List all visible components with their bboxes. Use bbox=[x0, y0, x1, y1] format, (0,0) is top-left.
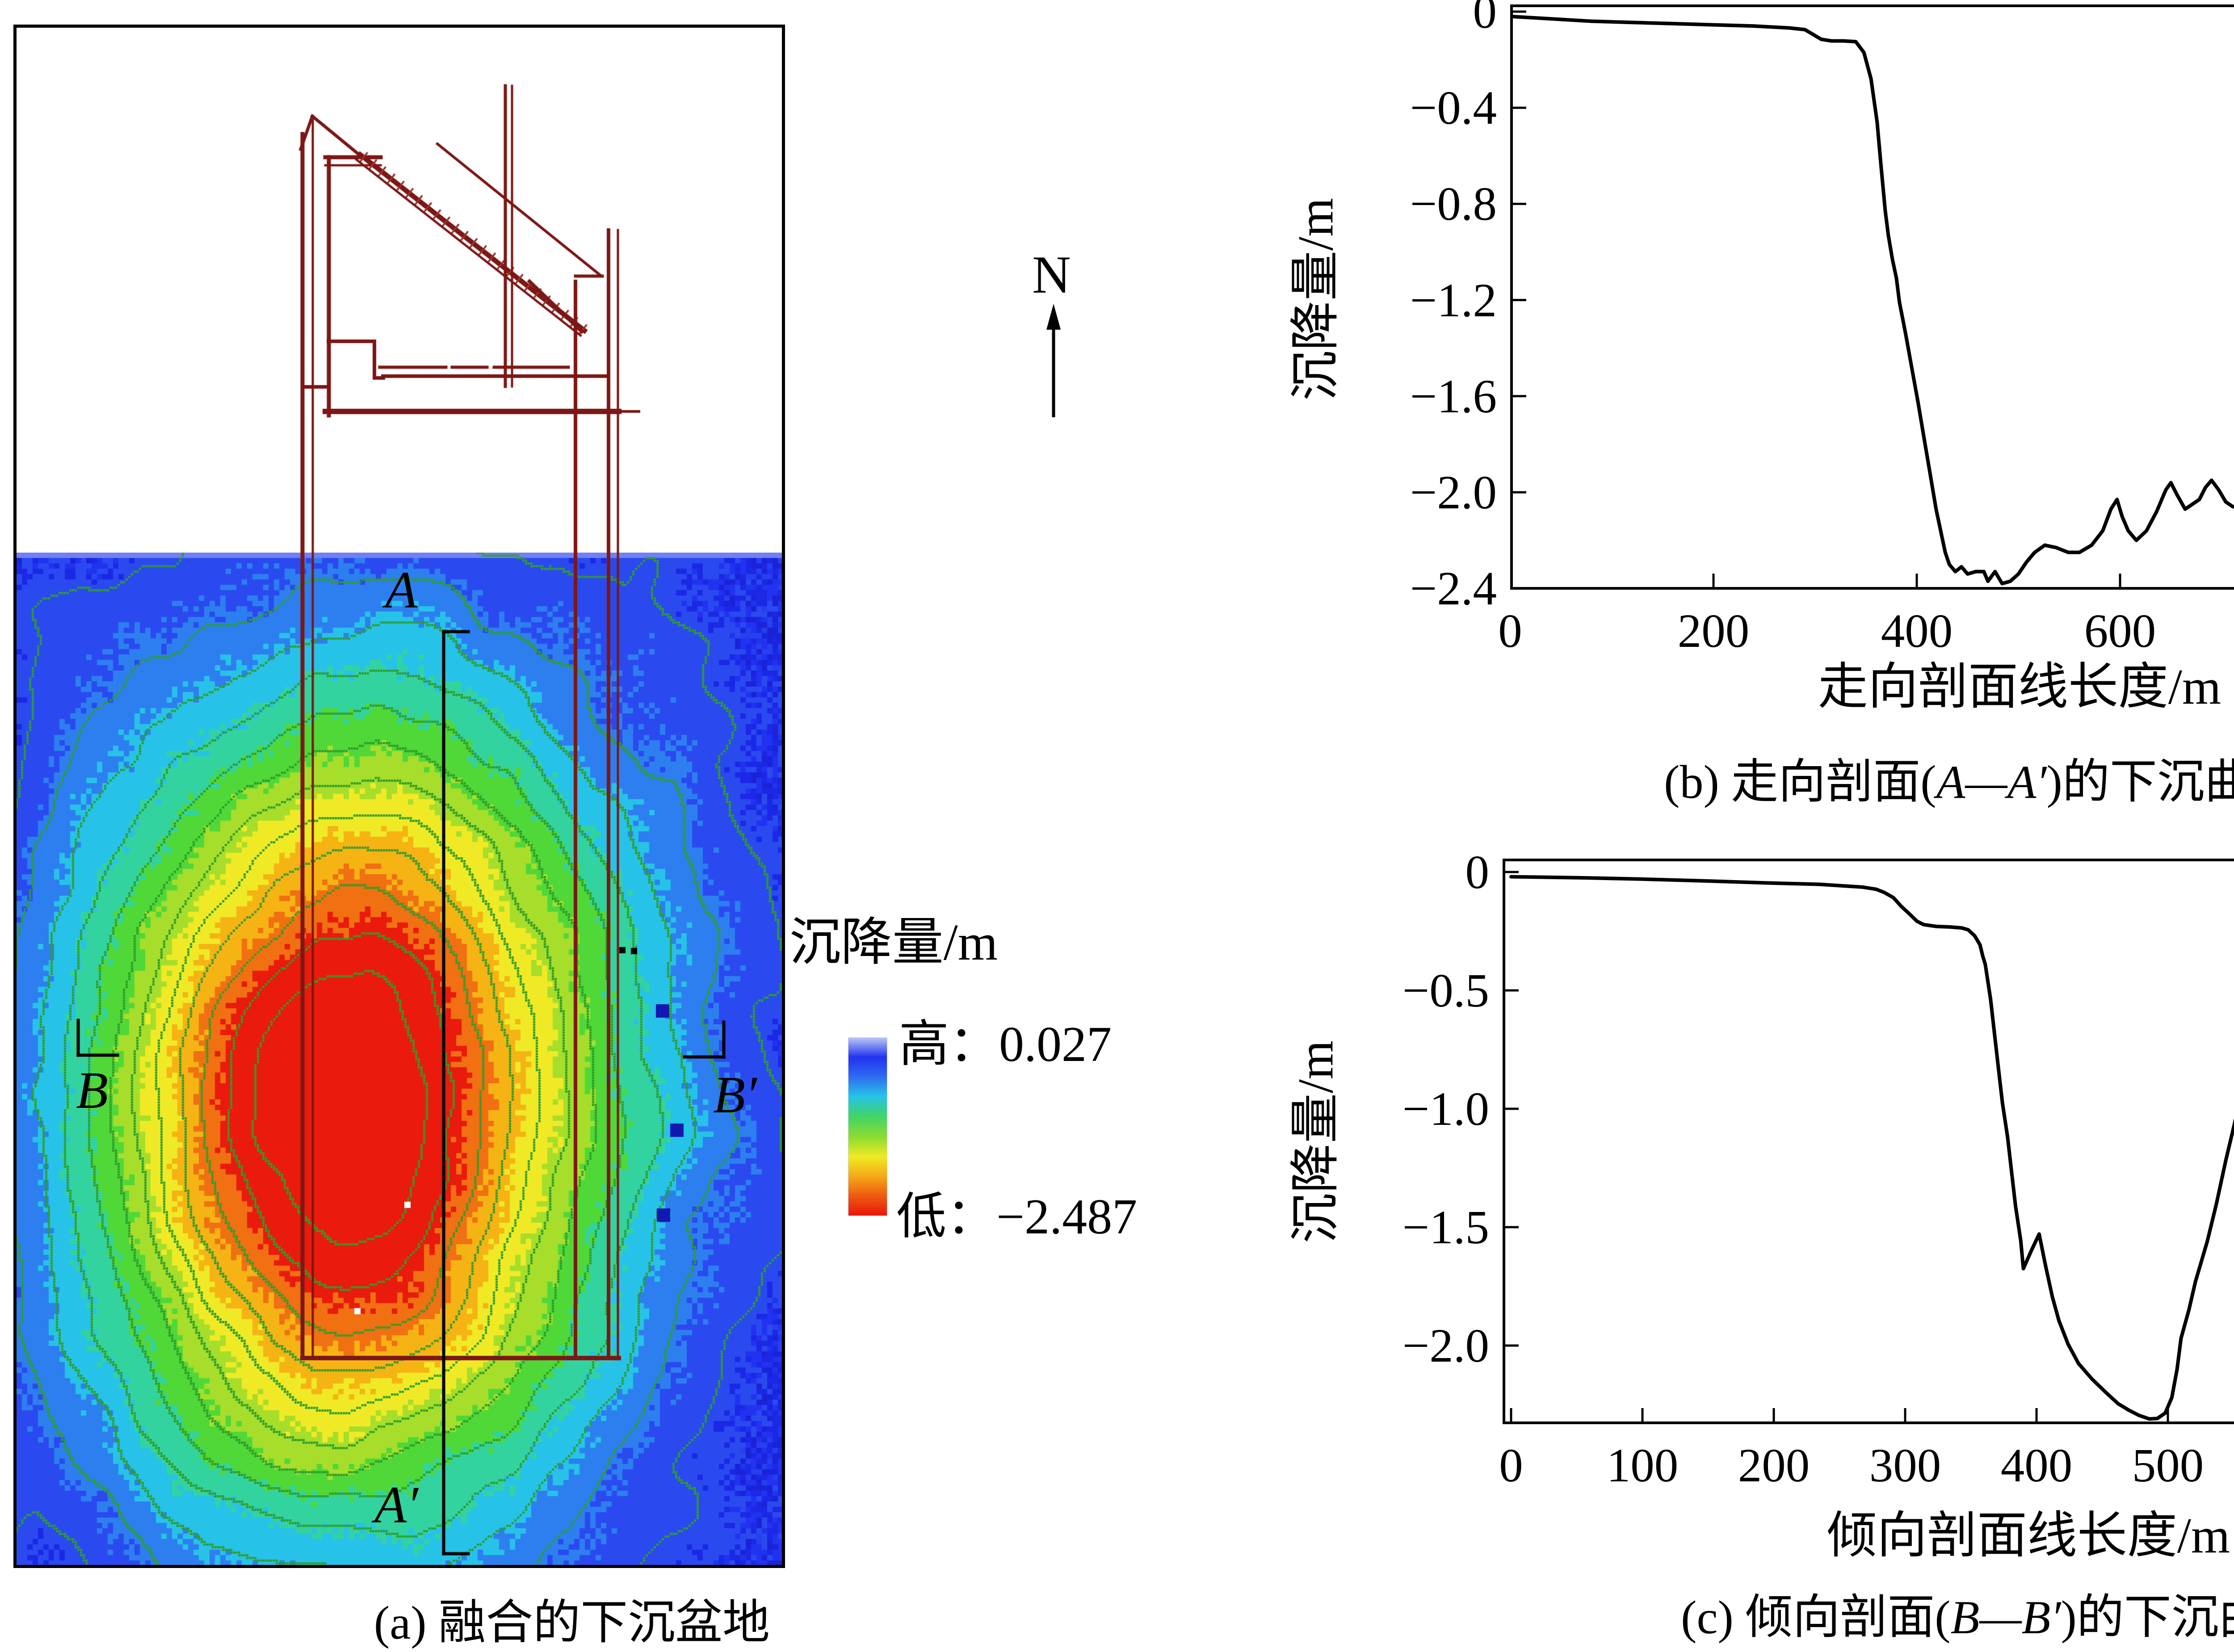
xtick-label-c: 100 bbox=[1606, 1439, 1679, 1492]
legend-high-label: 高： bbox=[899, 1017, 999, 1072]
legend-high-row: 高：0.027 bbox=[899, 1019, 1112, 1069]
chart-b-svg bbox=[1510, 4, 2234, 590]
ytick-label-c: −0.5 bbox=[1402, 964, 1489, 1017]
caption-b-profile: A—A′ bbox=[1936, 756, 2047, 808]
ytick-label-b: −0.4 bbox=[1410, 82, 1497, 135]
north-arrow-icon bbox=[1046, 304, 1061, 417]
ytick-label-c: −2.0 bbox=[1402, 1320, 1489, 1372]
ytick-label-b: −1.2 bbox=[1410, 274, 1497, 327]
ytick-label-b: −0.8 bbox=[1410, 178, 1497, 231]
caption-panel-a: (a) 融合的下沉盆地 bbox=[374, 1597, 770, 1649]
xtick-label-b: 400 bbox=[1881, 605, 1953, 658]
north-label: N bbox=[1032, 245, 1071, 304]
chart-c-plot bbox=[1503, 859, 2234, 1424]
ytick-label-c: −1.0 bbox=[1402, 1083, 1489, 1136]
legend-title: 沉降量/m bbox=[789, 914, 998, 971]
caption-c-post: )的下沉曲线 bbox=[2061, 1591, 2234, 1644]
ytick-label-c: −1.5 bbox=[1402, 1201, 1489, 1254]
legend-low-label: 低： bbox=[896, 1189, 996, 1245]
subsidence-curve-b bbox=[1510, 14, 2234, 586]
caption-b-post: )的下沉曲线 bbox=[2046, 756, 2234, 808]
ytick-label-b: −2.0 bbox=[1410, 466, 1497, 519]
legend-low-value: −2.487 bbox=[996, 1189, 1138, 1245]
mine-workings-canvas bbox=[17, 28, 782, 1565]
caption-c-pre: (c) 倾向剖面( bbox=[1681, 1591, 1951, 1644]
ytick-label-b: −1.6 bbox=[1410, 370, 1497, 423]
xtick-label-c: 300 bbox=[1869, 1439, 1941, 1492]
legend-colorbar bbox=[848, 1037, 887, 1216]
caption-c-profile: B—B′ bbox=[1950, 1591, 2061, 1644]
caption-chart-c: (c) 倾向剖面(B—B′)的下沉曲线 bbox=[1617, 1590, 2234, 1645]
profile-label-A-prime: A′ bbox=[374, 1476, 418, 1534]
axes-box bbox=[1510, 4, 2234, 590]
ytick-label-b: −2.4 bbox=[1410, 562, 1497, 616]
xtick-label-b: 600 bbox=[2084, 605, 2156, 658]
chart-b-ylabel: 沉降量/m bbox=[1288, 197, 1344, 401]
ytick-label-c: 0 bbox=[1465, 846, 1490, 899]
chart-b-xlabel: 走向剖面线长度/m bbox=[1818, 659, 2221, 715]
axes-box bbox=[1503, 859, 2234, 1424]
xtick-label-b: 200 bbox=[1677, 605, 1750, 658]
chart-c-ylabel: 沉降量/m bbox=[1288, 1040, 1344, 1244]
profile-label-A: A bbox=[385, 561, 418, 619]
xtick-label-c: 0 bbox=[1499, 1439, 1523, 1492]
subsidence-curve-c bbox=[1509, 875, 2234, 1421]
legend-low-row: 低：−2.487 bbox=[896, 1192, 1137, 1242]
profile-label-B: B bbox=[76, 1061, 109, 1120]
chart-b-plot bbox=[1510, 4, 2234, 590]
xtick-label-c: 200 bbox=[1738, 1439, 1810, 1492]
caption-b-pre: (b) 走向剖面( bbox=[1664, 756, 1936, 808]
xtick-label-b: 0 bbox=[1498, 605, 1522, 658]
xtick-label-c: 500 bbox=[2132, 1439, 2204, 1492]
chart-c-xlabel: 倾向剖面线长度/m bbox=[1827, 1508, 2230, 1564]
chart-c-svg bbox=[1503, 859, 2234, 1424]
legend-high-value: 0.027 bbox=[999, 1017, 1112, 1072]
profile-label-B-prime: B′ bbox=[713, 1065, 757, 1124]
ytick-label-b: 0 bbox=[1473, 0, 1497, 38]
xtick-label-c: 400 bbox=[2000, 1439, 2073, 1492]
xtick-label-c: 600 bbox=[2232, 1442, 2234, 1490]
caption-chart-b: (b) 走向剖面(A—A′)的下沉曲线 bbox=[1602, 755, 2234, 809]
